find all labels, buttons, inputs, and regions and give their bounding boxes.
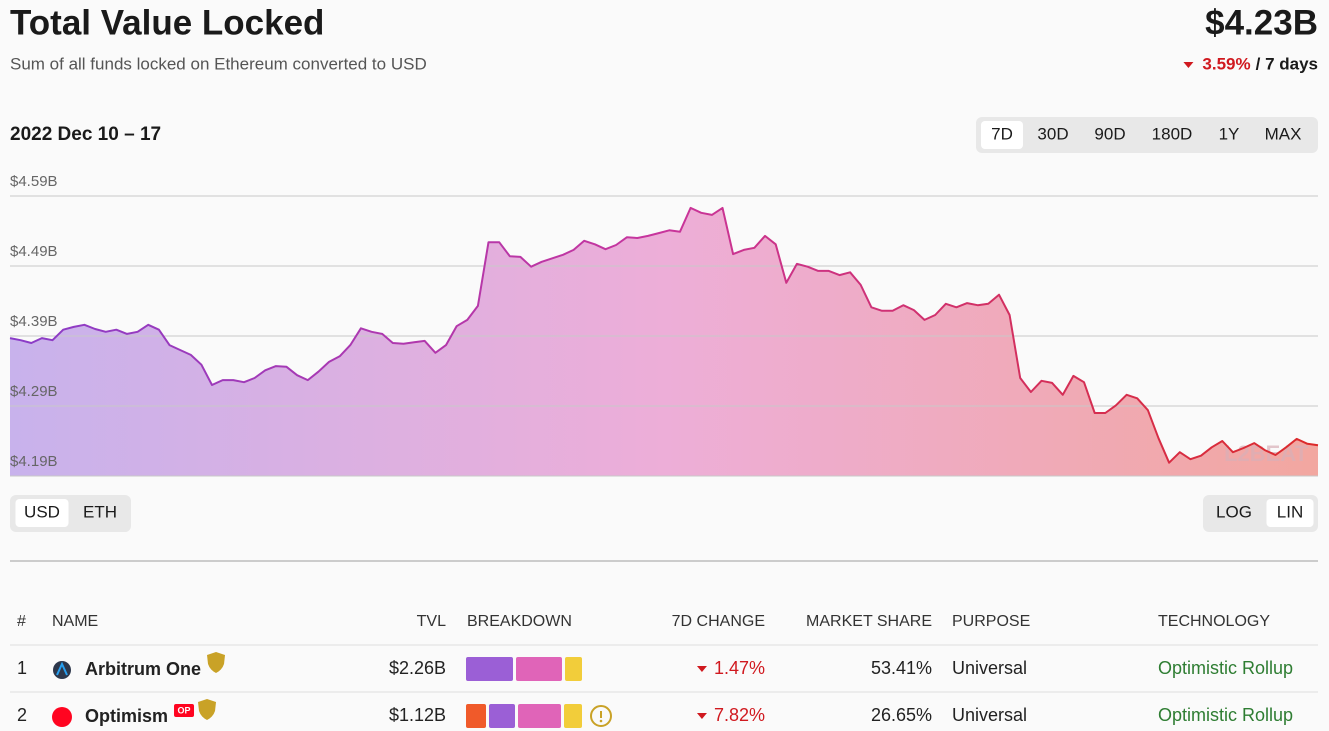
column-header: BREAKDOWN bbox=[467, 613, 572, 630]
badge: OP bbox=[178, 705, 191, 715]
button[interactable]: LOG bbox=[1216, 502, 1252, 521]
down-arrow bbox=[696, 666, 707, 672]
column-header: # bbox=[17, 613, 26, 630]
breakdown-segment bbox=[489, 704, 515, 728]
breakdown-segment bbox=[518, 704, 561, 728]
subtitle: Sum of all funds locked on Ethereum conv… bbox=[10, 54, 427, 73]
y-tick-label: $4.39B bbox=[10, 313, 58, 330]
breakdown-segment bbox=[516, 657, 562, 681]
button[interactable]: MAX bbox=[1265, 124, 1302, 143]
y-tick-label: $4.49B bbox=[10, 243, 58, 260]
button[interactable]: 1Y bbox=[1219, 124, 1240, 143]
market-share: 26.65% bbox=[871, 705, 932, 725]
y-tick-label: $4.59B bbox=[10, 173, 58, 190]
button[interactable]: ETH bbox=[83, 502, 117, 521]
button[interactable]: USD bbox=[24, 502, 60, 521]
breakdown-segment bbox=[565, 657, 582, 681]
purpose: Universal bbox=[952, 658, 1027, 678]
market-share: 53.41% bbox=[871, 658, 932, 678]
tvl-line bbox=[9, 206, 1319, 464]
column-header: TECHNOLOGY bbox=[1158, 613, 1270, 630]
column-header: NAME bbox=[52, 613, 98, 630]
y-tick-label: $4.19B bbox=[10, 453, 58, 470]
rank: 2 bbox=[17, 705, 27, 725]
purpose: Universal bbox=[952, 705, 1027, 725]
project-name[interactable]: Arbitrum One bbox=[85, 659, 201, 679]
warning-shield bbox=[198, 699, 217, 720]
y-tick-label: $4.29B bbox=[10, 383, 58, 400]
date-range: 2022 Dec 10 – 17 bbox=[10, 124, 161, 145]
controls: 7D 30D 90D 180D 1Y MAX USD ETH LOG LIN bbox=[15, 121, 1314, 527]
change: 1.47% bbox=[714, 658, 765, 678]
breakdown-segment bbox=[466, 657, 513, 681]
range-group bbox=[976, 117, 1318, 153]
tvl: $2.26B bbox=[389, 658, 446, 678]
down-arrow bbox=[1183, 62, 1194, 68]
project-logo-mark bbox=[56, 661, 68, 676]
column-header: PURPOSE bbox=[952, 613, 1030, 630]
column-header: 7D CHANGE bbox=[672, 613, 765, 630]
change: 7.82% bbox=[714, 705, 765, 725]
technology[interactable]: Optimistic Rollup bbox=[1158, 705, 1293, 725]
button[interactable]: LIN bbox=[1277, 502, 1303, 521]
selected-button-bg bbox=[1266, 499, 1314, 527]
total-value: $4.23B bbox=[1205, 3, 1318, 42]
title: Total Value Locked bbox=[10, 3, 324, 42]
project-name[interactable]: Optimism bbox=[85, 706, 168, 726]
area-fill bbox=[10, 207, 1318, 476]
down-arrow bbox=[696, 713, 707, 719]
table: # NAME TVL BREAKDOWN 7D CHANGE MARKET SHARE PU… bbox=[10, 613, 1318, 728]
button[interactable]: 30D bbox=[1037, 124, 1068, 143]
change-period: / 7 days bbox=[1256, 54, 1318, 73]
rank: 1 bbox=[17, 658, 27, 678]
change-value: 3.59% bbox=[1202, 54, 1250, 73]
column-header: MARKET SHARE bbox=[806, 613, 932, 630]
warning-icon bbox=[590, 705, 612, 727]
column-header: TVL bbox=[417, 613, 446, 630]
warning-icon-dot bbox=[599, 719, 603, 723]
breakdown-segment bbox=[564, 704, 582, 728]
breakdown-segment bbox=[466, 704, 486, 728]
project-logo bbox=[52, 707, 72, 727]
selected-button-bg bbox=[981, 121, 1023, 149]
chart: L2BEAT $4.59B $4.49B $4.39B $4.29B $4.19B bbox=[9, 173, 1319, 477]
button[interactable]: 90D bbox=[1094, 124, 1125, 143]
selected-button-bg bbox=[15, 499, 69, 527]
watermark: L2BEAT bbox=[1224, 441, 1308, 466]
button[interactable]: 180D bbox=[1152, 124, 1193, 143]
badge-bg bbox=[174, 704, 195, 717]
button[interactable]: 7D bbox=[991, 124, 1013, 143]
technology[interactable]: Optimistic Rollup bbox=[1158, 658, 1293, 678]
warning-shield bbox=[207, 652, 226, 673]
tvl: $1.12B bbox=[389, 705, 446, 725]
